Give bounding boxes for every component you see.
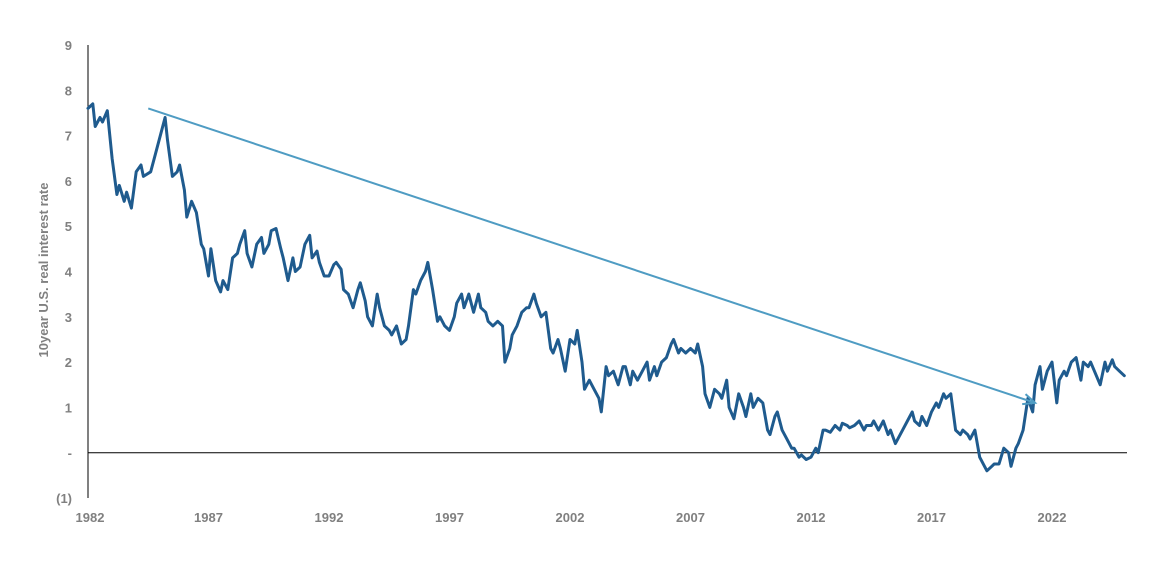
x-tick-label: 2012 [797, 510, 826, 525]
y-tick-label: 4 [65, 265, 73, 280]
y-tick-label: 7 [65, 129, 72, 144]
y-tick-label: 1 [65, 400, 72, 415]
trend-arrow-line [147, 107, 1036, 404]
y-tick-label: 8 [65, 83, 72, 98]
y-tick-label: (1) [56, 491, 72, 506]
series-line [86, 102, 1126, 473]
y-tick-label: 2 [65, 355, 72, 370]
x-tick-label: 1982 [76, 510, 105, 525]
x-tick-label: 1997 [435, 510, 464, 525]
annotation-layer [147, 107, 1038, 406]
trend-arrow-head [1022, 393, 1038, 406]
x-tick-label: 1992 [315, 510, 344, 525]
x-tick-label: 2022 [1038, 510, 1067, 525]
x-tick-label: 2007 [676, 510, 705, 525]
x-axis-tick-labels: 1982 1987 1992 1997 2002 2007 2012 2017 2022 [76, 510, 1067, 525]
y-axis-label: 10year U.S. real interest rate [36, 183, 51, 358]
y-tick-label: 9 [65, 38, 72, 53]
x-tick-label: 2017 [917, 510, 946, 525]
x-tick-label: 2002 [556, 510, 585, 525]
y-tick-label: 5 [65, 219, 72, 234]
y-tick-label: - [68, 446, 72, 461]
y-axis-tick-labels: 9 8 7 6 5 4 3 2 1 - (1) [56, 38, 73, 506]
y-tick-label: 6 [65, 174, 72, 189]
x-tick-label: 1987 [194, 510, 223, 525]
y-tick-label: 3 [65, 310, 72, 325]
series-layer [86, 102, 1126, 473]
